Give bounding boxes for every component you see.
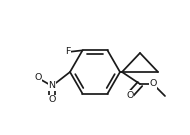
Text: O: O	[126, 90, 134, 99]
Text: N: N	[48, 82, 55, 90]
Text: F: F	[65, 48, 71, 57]
Text: O: O	[48, 95, 56, 104]
Text: O: O	[34, 73, 42, 82]
Text: O: O	[149, 80, 157, 89]
